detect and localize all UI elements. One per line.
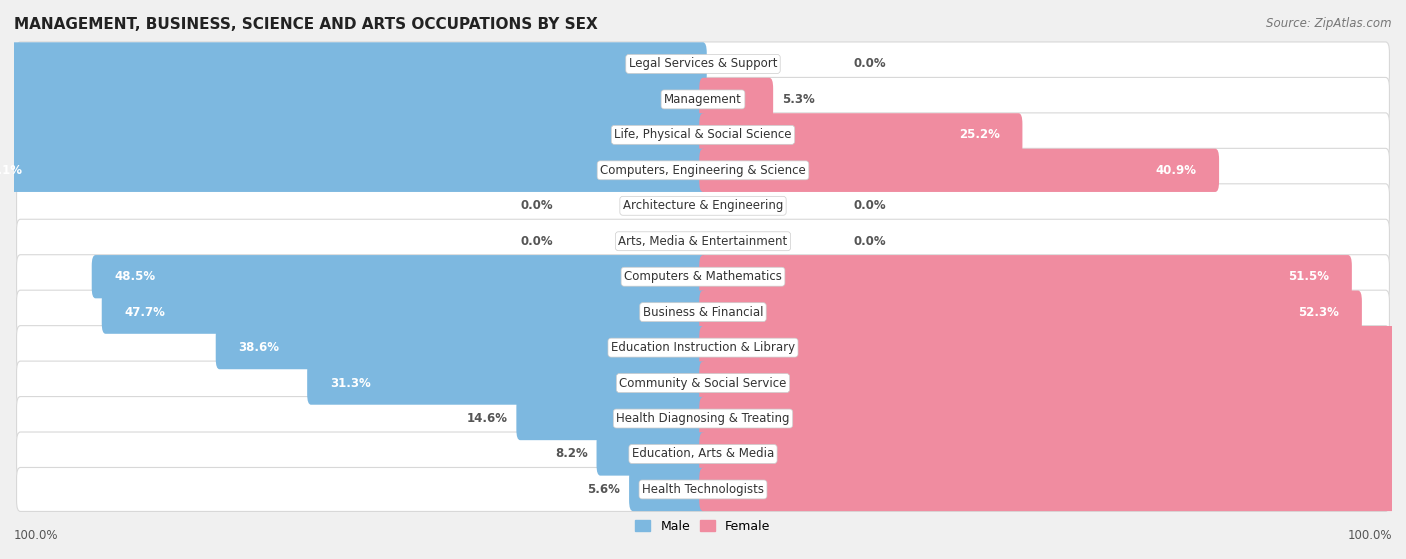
Text: 5.6%: 5.6% [588,483,620,496]
FancyBboxPatch shape [91,255,707,299]
Text: 31.3%: 31.3% [330,377,370,390]
FancyBboxPatch shape [699,397,1406,440]
FancyBboxPatch shape [699,78,773,121]
Text: MANAGEMENT, BUSINESS, SCIENCE AND ARTS OCCUPATIONS BY SEX: MANAGEMENT, BUSINESS, SCIENCE AND ARTS O… [14,17,598,32]
Text: Management: Management [664,93,742,106]
FancyBboxPatch shape [307,362,707,405]
Text: 48.5%: 48.5% [114,270,156,283]
Text: Computers & Mathematics: Computers & Mathematics [624,270,782,283]
FancyBboxPatch shape [699,255,1351,299]
Text: 0.0%: 0.0% [853,235,886,248]
FancyBboxPatch shape [0,113,707,157]
Text: 5.3%: 5.3% [782,93,814,106]
FancyBboxPatch shape [17,255,1389,299]
Text: Life, Physical & Social Science: Life, Physical & Social Science [614,129,792,141]
Text: 14.6%: 14.6% [467,412,508,425]
FancyBboxPatch shape [628,468,707,511]
FancyBboxPatch shape [17,148,1389,192]
FancyBboxPatch shape [0,42,707,86]
Text: Business & Financial: Business & Financial [643,306,763,319]
Text: Arts, Media & Entertainment: Arts, Media & Entertainment [619,235,787,248]
FancyBboxPatch shape [0,78,707,121]
Text: 100.0%: 100.0% [1347,529,1392,542]
Text: 59.1%: 59.1% [0,164,22,177]
FancyBboxPatch shape [17,42,1389,86]
Text: Education Instruction & Library: Education Instruction & Library [612,341,794,354]
FancyBboxPatch shape [17,78,1389,121]
FancyBboxPatch shape [699,362,1406,405]
FancyBboxPatch shape [17,184,1389,228]
FancyBboxPatch shape [17,113,1389,157]
FancyBboxPatch shape [101,291,707,334]
Text: 47.7%: 47.7% [124,306,165,319]
Text: 40.9%: 40.9% [1156,164,1197,177]
FancyBboxPatch shape [17,361,1389,405]
FancyBboxPatch shape [596,432,707,476]
FancyBboxPatch shape [699,468,1406,511]
Text: 51.5%: 51.5% [1288,270,1329,283]
FancyBboxPatch shape [17,326,1389,369]
Text: 38.6%: 38.6% [238,341,280,354]
Text: 8.2%: 8.2% [555,448,588,461]
Legend: Male, Female: Male, Female [631,516,775,537]
Text: Source: ZipAtlas.com: Source: ZipAtlas.com [1267,17,1392,30]
FancyBboxPatch shape [699,291,1362,334]
Text: 0.0%: 0.0% [520,200,553,212]
Text: Computers, Engineering & Science: Computers, Engineering & Science [600,164,806,177]
Text: 0.0%: 0.0% [853,58,886,70]
FancyBboxPatch shape [516,397,707,440]
Text: 52.3%: 52.3% [1299,306,1340,319]
Text: 0.0%: 0.0% [520,235,553,248]
Text: 0.0%: 0.0% [853,200,886,212]
FancyBboxPatch shape [0,149,707,192]
Text: Health Technologists: Health Technologists [643,483,763,496]
Text: 100.0%: 100.0% [14,529,59,542]
Text: Community & Social Service: Community & Social Service [619,377,787,390]
FancyBboxPatch shape [699,432,1406,476]
FancyBboxPatch shape [215,326,707,369]
FancyBboxPatch shape [17,290,1389,334]
FancyBboxPatch shape [699,326,1406,369]
Text: Architecture & Engineering: Architecture & Engineering [623,200,783,212]
FancyBboxPatch shape [17,219,1389,263]
Text: Legal Services & Support: Legal Services & Support [628,58,778,70]
FancyBboxPatch shape [17,432,1389,476]
FancyBboxPatch shape [17,396,1389,440]
Text: 25.2%: 25.2% [959,129,1000,141]
FancyBboxPatch shape [699,113,1022,157]
FancyBboxPatch shape [699,149,1219,192]
Text: Education, Arts & Media: Education, Arts & Media [631,448,775,461]
Text: Health Diagnosing & Treating: Health Diagnosing & Treating [616,412,790,425]
FancyBboxPatch shape [17,467,1389,511]
